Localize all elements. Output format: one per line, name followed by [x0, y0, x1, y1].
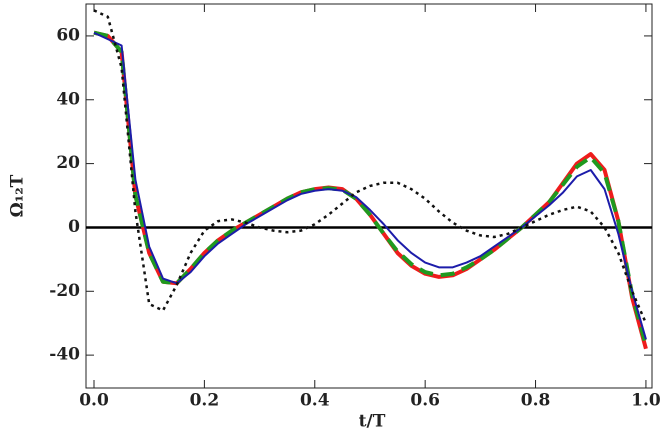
y-tick-label: -20: [49, 281, 80, 301]
series-line: [93, 30, 648, 350]
y-tick-label: -40: [49, 345, 80, 365]
y-tick-label: 40: [56, 89, 80, 109]
x-tick-label: 0.4: [300, 391, 330, 411]
y-tick-label: 0: [68, 217, 80, 237]
x-tick-label: 0.8: [521, 391, 551, 411]
y-tick-label: 20: [56, 153, 80, 173]
x-tick-label: 0.6: [410, 391, 440, 411]
x-tick-label: 0.0: [79, 391, 109, 411]
series-line: [93, 30, 648, 347]
series-line: [93, 31, 647, 340]
y-axis-label: Ω₁₂T: [8, 174, 28, 217]
x-tick-label: 0.2: [190, 391, 220, 411]
series-line: [93, 9, 648, 324]
x-axis-label: t/T: [359, 412, 386, 432]
x-tick-label: 1.0: [631, 391, 661, 411]
plot-frame: [85, 3, 653, 389]
y-tick-label: 60: [56, 25, 80, 45]
